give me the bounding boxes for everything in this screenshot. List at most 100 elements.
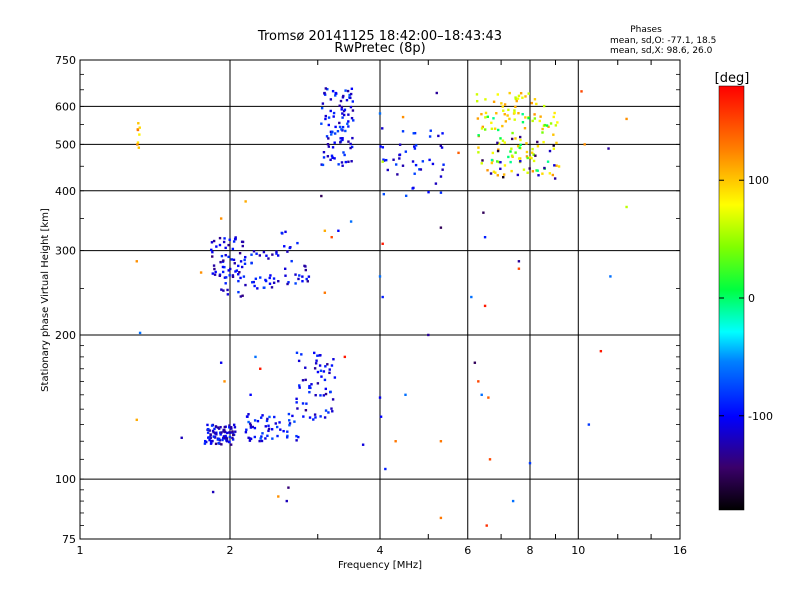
data-point bbox=[210, 424, 214, 427]
data-point bbox=[349, 105, 353, 109]
data-point bbox=[244, 255, 247, 259]
data-point bbox=[310, 383, 313, 386]
data-point bbox=[229, 443, 233, 446]
data-point bbox=[199, 271, 203, 274]
data-point bbox=[233, 426, 237, 429]
data-point bbox=[306, 280, 309, 283]
data-point bbox=[226, 431, 229, 435]
data-point bbox=[428, 158, 431, 162]
data-point bbox=[625, 117, 628, 121]
data-point bbox=[491, 151, 495, 155]
y-axis-label: Stationary phase Virtual Height [km] bbox=[40, 208, 51, 392]
data-point bbox=[298, 274, 301, 277]
x-tick-label: 2 bbox=[227, 544, 234, 557]
data-point bbox=[541, 172, 544, 175]
data-point bbox=[533, 117, 537, 120]
data-point bbox=[341, 116, 344, 119]
data-point bbox=[386, 168, 389, 172]
data-point bbox=[230, 258, 234, 261]
data-point bbox=[341, 125, 345, 129]
data-point bbox=[543, 123, 547, 127]
data-point bbox=[244, 200, 247, 203]
data-point bbox=[439, 226, 443, 229]
data-point bbox=[271, 253, 274, 256]
data-point bbox=[234, 270, 237, 273]
data-point bbox=[414, 144, 418, 147]
data-point bbox=[510, 147, 513, 150]
data-point bbox=[553, 164, 556, 167]
data-point bbox=[340, 128, 343, 131]
data-point bbox=[413, 145, 416, 148]
data-point bbox=[378, 396, 382, 399]
data-points bbox=[135, 87, 628, 527]
data-point bbox=[214, 270, 217, 274]
data-point bbox=[221, 270, 225, 274]
data-point bbox=[324, 365, 327, 368]
data-point bbox=[241, 244, 244, 248]
data-point bbox=[254, 277, 258, 280]
data-point bbox=[223, 237, 226, 240]
data-point bbox=[348, 93, 351, 97]
data-point bbox=[262, 250, 266, 254]
data-point bbox=[427, 333, 430, 337]
data-point bbox=[489, 172, 493, 175]
data-point bbox=[529, 156, 532, 159]
data-point bbox=[267, 429, 270, 433]
data-point bbox=[265, 254, 268, 257]
data-point bbox=[226, 288, 229, 292]
data-point bbox=[587, 423, 591, 426]
data-point bbox=[503, 103, 507, 106]
data-point bbox=[440, 146, 444, 149]
data-point bbox=[136, 128, 139, 131]
data-point bbox=[290, 259, 293, 263]
data-point bbox=[519, 138, 522, 142]
data-point bbox=[533, 113, 536, 116]
data-point bbox=[501, 124, 504, 128]
data-point bbox=[341, 164, 344, 167]
data-point bbox=[381, 242, 384, 245]
data-point bbox=[180, 436, 183, 439]
data-point bbox=[206, 423, 209, 427]
data-point bbox=[324, 117, 327, 121]
data-point bbox=[525, 150, 529, 154]
data-point bbox=[239, 260, 243, 263]
data-point bbox=[477, 151, 480, 154]
data-point bbox=[499, 167, 502, 171]
data-point bbox=[287, 281, 290, 284]
data-point bbox=[252, 250, 256, 253]
data-point bbox=[492, 170, 496, 173]
data-point bbox=[216, 438, 220, 441]
data-point bbox=[312, 418, 315, 421]
data-point bbox=[441, 132, 444, 135]
data-point bbox=[546, 160, 550, 163]
data-point bbox=[203, 439, 207, 443]
data-point bbox=[271, 437, 274, 440]
data-point bbox=[325, 135, 329, 138]
data-point bbox=[274, 422, 277, 425]
data-point bbox=[401, 130, 405, 133]
data-point bbox=[384, 467, 387, 471]
data-point bbox=[378, 275, 382, 278]
data-point bbox=[247, 420, 250, 424]
data-point bbox=[333, 141, 336, 144]
data-point bbox=[333, 132, 337, 135]
data-point bbox=[483, 128, 487, 131]
data-point bbox=[226, 293, 230, 296]
data-point bbox=[519, 92, 523, 95]
data-point bbox=[429, 129, 432, 132]
x-tick-label: 10 bbox=[571, 544, 585, 557]
data-point bbox=[229, 426, 233, 429]
data-point bbox=[247, 413, 250, 416]
data-point bbox=[295, 439, 298, 442]
phase-info: Phases mean, sd,O: -77.1, 18.5 mean, sd,… bbox=[610, 25, 716, 56]
data-point bbox=[319, 369, 323, 372]
data-point bbox=[304, 268, 308, 272]
data-point bbox=[241, 240, 245, 244]
data-point bbox=[484, 111, 488, 115]
chart-subtitle: RwPretec (8p) bbox=[334, 41, 425, 56]
data-point bbox=[431, 162, 435, 166]
data-point bbox=[214, 425, 218, 428]
data-point bbox=[286, 250, 289, 253]
data-point bbox=[583, 143, 586, 146]
data-point bbox=[381, 146, 385, 149]
